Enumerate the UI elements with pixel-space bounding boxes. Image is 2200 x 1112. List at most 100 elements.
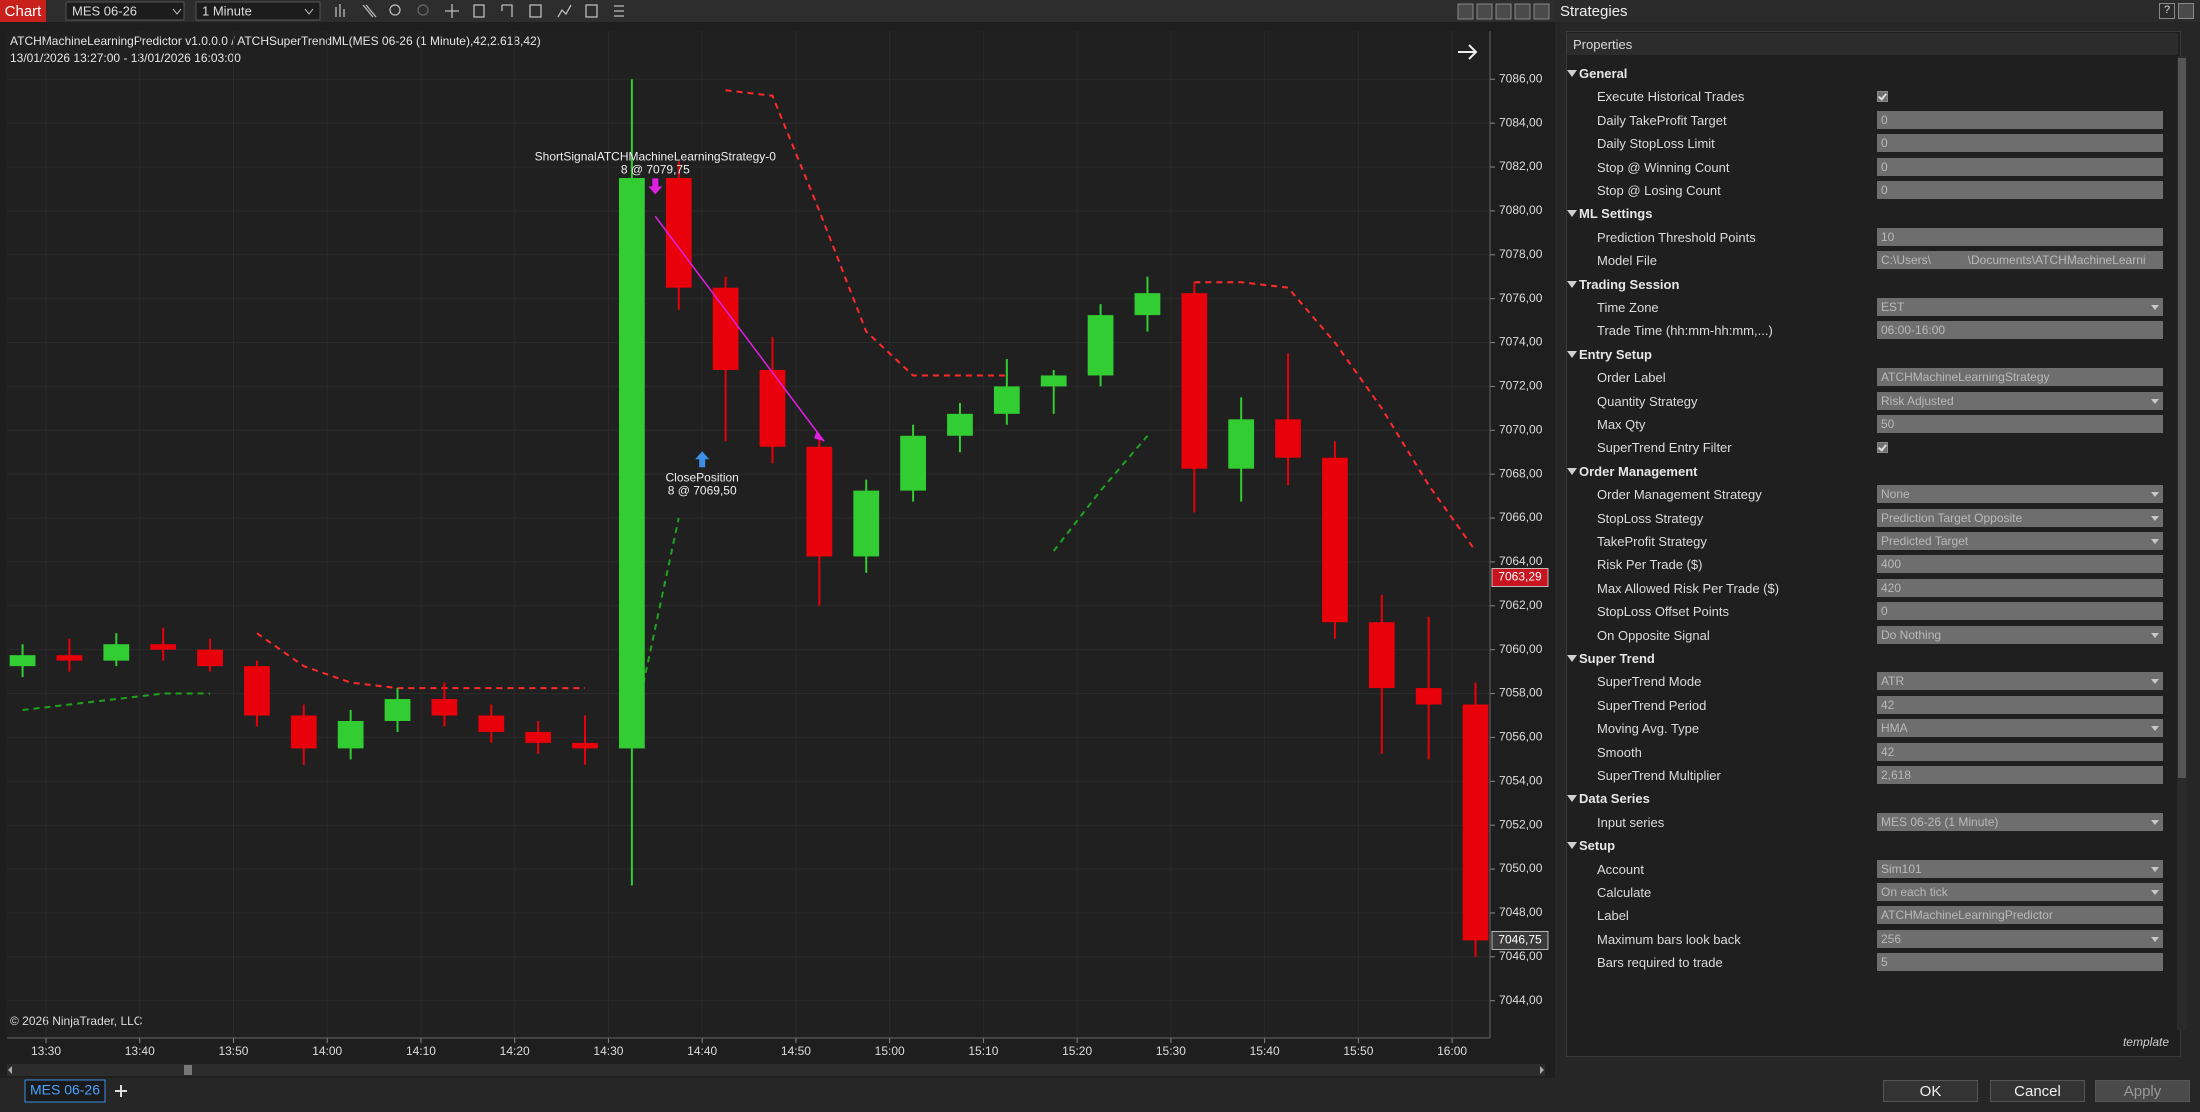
property-select[interactable]: Risk Adjusted <box>1877 391 2163 410</box>
template-icon[interactable] <box>501 4 513 17</box>
property-input[interactable]: 0 <box>1877 602 2163 621</box>
close-button[interactable] <box>2178 3 2194 19</box>
draw-icon[interactable] <box>362 4 377 18</box>
candle-body <box>431 699 458 716</box>
window-button[interactable] <box>1476 3 1493 20</box>
chart-tab[interactable] <box>0 0 46 22</box>
property-select[interactable]: Sim101 <box>1877 859 2163 878</box>
property-input[interactable]: 06:00-16:00 <box>1877 321 2163 340</box>
expand-toggle[interactable] <box>1567 655 1577 662</box>
scroll-end-icon[interactable] <box>1458 44 1478 60</box>
zoom-in-icon[interactable] <box>389 4 401 16</box>
property-select[interactable]: None <box>1877 485 2163 504</box>
y-tick-label: 7066,00 <box>1499 510 1543 524</box>
dropdown-arrow[interactable] <box>2151 492 2159 498</box>
candle-body <box>197 649 223 667</box>
instrument-label[interactable]: MES 06-26 <box>72 3 137 18</box>
property-input[interactable]: 400 <box>1877 555 2163 574</box>
dropdown-arrow[interactable] <box>2151 890 2159 895</box>
candle-body <box>337 720 364 749</box>
property-input[interactable]: 0 <box>1877 181 2163 199</box>
expand-toggle[interactable] <box>1567 467 1577 475</box>
dropdown-arrow[interactable] <box>172 8 182 15</box>
candle-body <box>384 699 411 721</box>
dropdown-arrow[interactable] <box>2151 515 2159 521</box>
dropdown-arrow[interactable] <box>2151 539 2159 544</box>
panel-scroll-thumb[interactable] <box>2178 58 2186 778</box>
expand-toggle[interactable] <box>1567 842 1577 850</box>
property-select[interactable]: EST <box>1877 298 2163 316</box>
property-input[interactable]: C:\Users\ \Documents\ATCHMachineLearni <box>1877 251 2163 270</box>
dropdown-arrow[interactable] <box>2151 936 2159 942</box>
property-input[interactable]: ATCHMachineLearningStrategy <box>1877 368 2163 387</box>
property-input[interactable]: 10 <box>1877 227 2163 246</box>
property-select[interactable]: Prediction Target Opposite <box>1877 508 2163 527</box>
instrument-select[interactable] <box>65 1 185 21</box>
dropdown-arrow[interactable] <box>2151 679 2159 685</box>
dropdown-arrow[interactable] <box>304 8 314 15</box>
property-input[interactable]: 420 <box>1877 578 2163 597</box>
property-select[interactable]: Predicted Target <box>1877 532 2163 550</box>
crosshair-icon[interactable] <box>445 4 459 18</box>
help-button[interactable]: ? <box>2159 3 2175 19</box>
add-tab[interactable] <box>115 1085 127 1097</box>
toolbar <box>0 0 1555 22</box>
candle-body <box>853 490 880 557</box>
x-tick-label: 13:50 <box>218 1044 248 1058</box>
dropdown-arrow[interactable] <box>2151 866 2159 872</box>
property-input[interactable]: 2,618 <box>1877 766 2163 784</box>
bars-icon[interactable] <box>335 4 345 17</box>
ok-button[interactable]: OK <box>1883 1080 1978 1102</box>
window-button[interactable] <box>1457 3 1474 20</box>
expand-toggle[interactable] <box>1567 280 1577 288</box>
property-input[interactable]: 42 <box>1877 742 2163 761</box>
property-input[interactable]: 42 <box>1877 695 2163 714</box>
interval-select[interactable] <box>195 1 321 21</box>
dropdown-arrow[interactable] <box>2151 819 2159 825</box>
expand-toggle[interactable] <box>1567 70 1577 77</box>
close-button[interactable] <box>1533 3 1550 20</box>
zoom-out-icon[interactable] <box>417 4 429 16</box>
window-button[interactable] <box>1495 3 1512 20</box>
window-button[interactable] <box>1514 3 1531 20</box>
instrument-tab[interactable] <box>24 1079 106 1103</box>
property-select[interactable]: HMA <box>1877 719 2163 738</box>
property-input[interactable]: 0 <box>1877 134 2163 153</box>
property-select[interactable]: MES 06-26 (1 Minute) <box>1877 812 2163 831</box>
property-select[interactable]: 256 <box>1877 929 2163 948</box>
property-select[interactable]: Do Nothing <box>1877 625 2163 644</box>
property-select[interactable]: On each tick <box>1877 883 2163 901</box>
chart-tab-label[interactable]: Chart <box>5 3 43 20</box>
strategy-icon[interactable] <box>585 4 598 18</box>
property-input[interactable]: 5 <box>1877 953 2163 972</box>
candle-body <box>572 742 598 749</box>
cancel-button[interactable]: Cancel <box>1990 1080 2085 1102</box>
property-input[interactable]: ATCHMachineLearningPredictor <box>1877 906 2163 925</box>
menu-icon[interactable] <box>614 5 624 17</box>
dropdown-arrow[interactable] <box>2151 398 2159 404</box>
properties-icon[interactable] <box>529 4 542 18</box>
apply-button[interactable]: Apply <box>2095 1080 2190 1102</box>
interval-label[interactable]: 1 Minute <box>202 3 252 18</box>
template-link[interactable]: template <box>2122 1035 2169 1049</box>
checkbox[interactable] <box>1877 91 1888 103</box>
property-select[interactable]: ATR <box>1877 672 2163 691</box>
dropdown-arrow[interactable] <box>2151 305 2159 310</box>
window-buttons <box>1457 3 1550 20</box>
expand-toggle[interactable] <box>1567 795 1577 803</box>
plot: ShortSignalATCHMachineLearningStrategy-0… <box>7 31 1490 1038</box>
scrollbar[interactable] <box>7 1064 1545 1076</box>
data-box-icon[interactable] <box>473 4 485 18</box>
dropdown-arrow[interactable] <box>2151 726 2159 732</box>
property-label: Stop @ Winning Count <box>1597 159 1730 175</box>
checkbox[interactable] <box>1877 442 1888 454</box>
scroll-thumb[interactable] <box>184 1065 192 1075</box>
dropdown-arrow[interactable] <box>2151 632 2159 638</box>
property-input[interactable]: 0 <box>1877 110 2163 129</box>
expand-toggle[interactable] <box>1567 210 1577 218</box>
instrument-tab-label[interactable]: MES 06-26 <box>30 1082 100 1098</box>
indicator-icon[interactable] <box>557 4 572 18</box>
property-input[interactable]: 0 <box>1877 157 2163 176</box>
expand-toggle[interactable] <box>1567 350 1577 358</box>
property-input[interactable]: 50 <box>1877 415 2163 433</box>
